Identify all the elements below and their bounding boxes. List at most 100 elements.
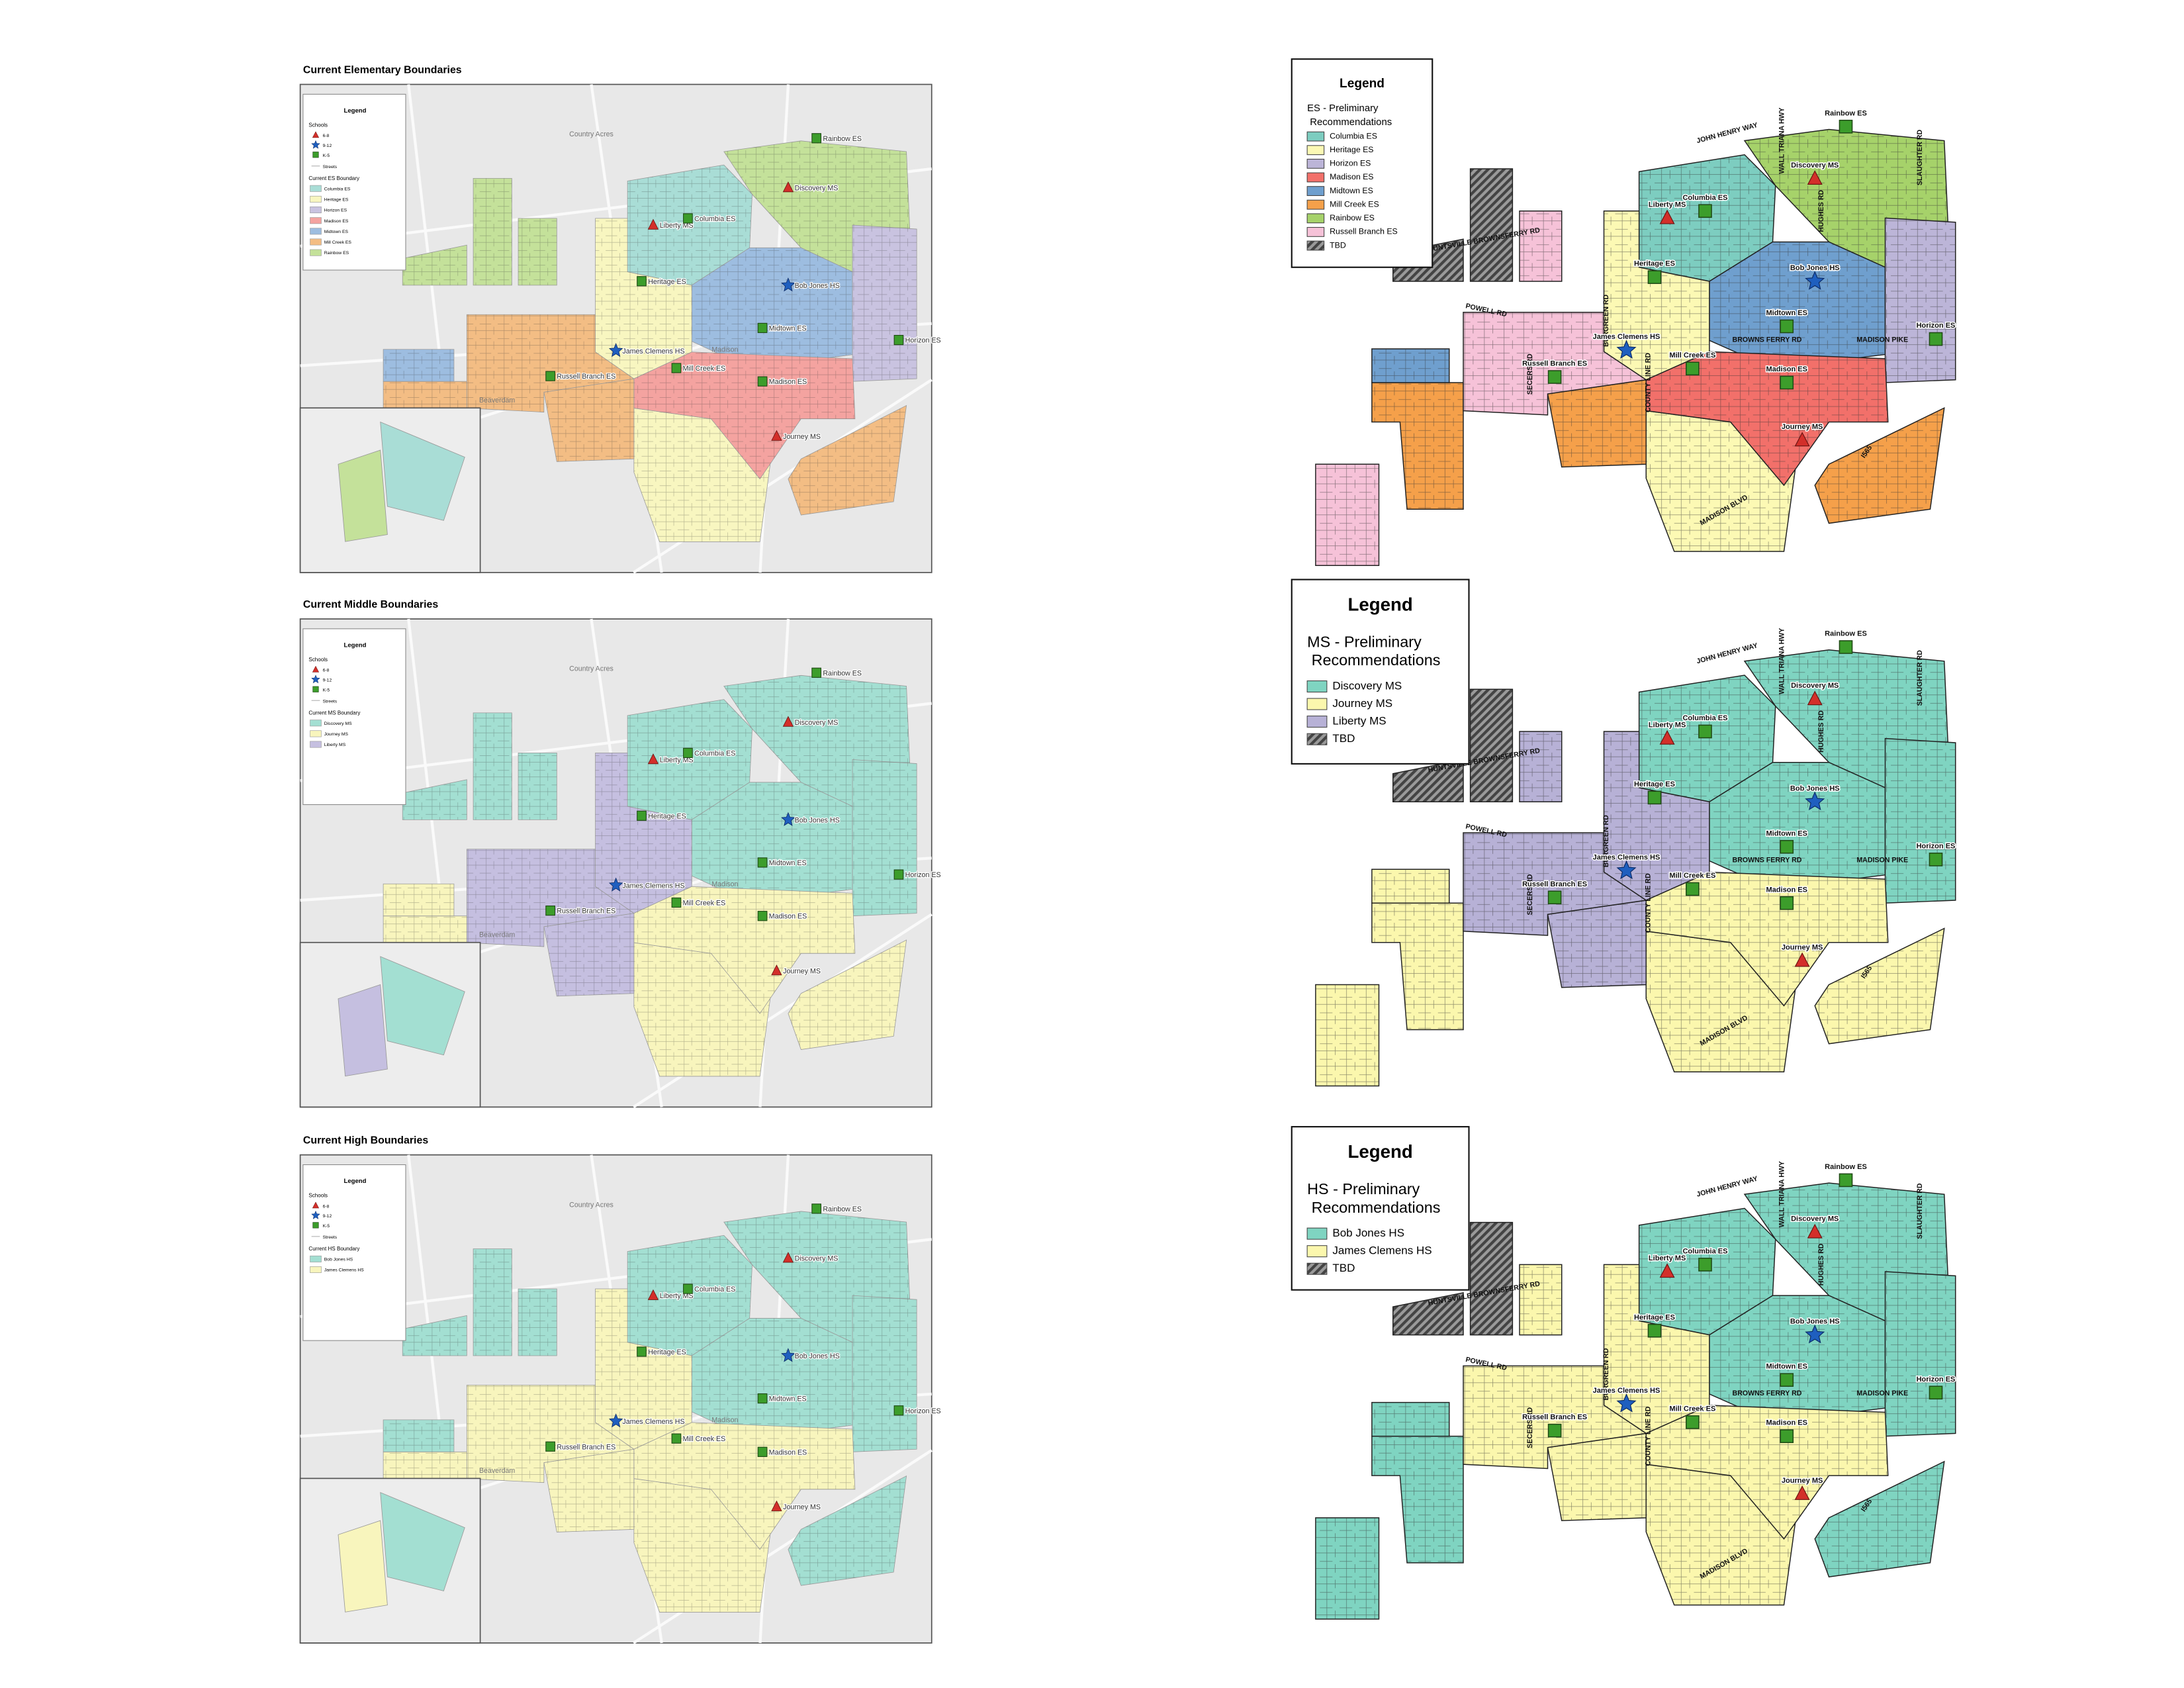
street-grid: [1371, 383, 1463, 510]
street-grid: [467, 849, 634, 947]
school-label: Madison ES: [1766, 886, 1807, 894]
legend-swatch: [1306, 716, 1328, 728]
legend-swatch: [310, 195, 322, 203]
school-marker-es: [1929, 332, 1943, 346]
school-marker-es: [1780, 1429, 1794, 1443]
legend-box: [302, 1164, 406, 1341]
legend-title: Legend: [344, 642, 367, 649]
street-grid: [1371, 869, 1449, 904]
road-label: HUGHES RD: [1817, 1243, 1825, 1286]
school-label: Madison ES: [769, 913, 807, 921]
legend-label: Streets: [323, 699, 338, 704]
street-grid: [383, 349, 454, 382]
legend-swatch: [310, 207, 322, 214]
street-grid: [1885, 218, 1956, 383]
school-marker-hs: [781, 1348, 796, 1362]
legend-swatch: [1306, 680, 1328, 693]
school-marker-es: [1839, 640, 1853, 654]
school-marker-ms: [1794, 1485, 1810, 1500]
legend-swatch: [310, 228, 322, 235]
school-marker-es: [637, 276, 647, 287]
school-marker-ms: [1807, 1223, 1823, 1239]
school-label: Midtown ES: [769, 1395, 807, 1403]
road-label: SLAUGHTER RD: [1916, 650, 1924, 706]
school-marker-es: [545, 371, 555, 381]
street-grid: [595, 1289, 692, 1450]
school-marker-es: [757, 322, 768, 334]
school-label: Journey MS: [783, 1503, 821, 1511]
school-marker-es: [1839, 119, 1853, 134]
school-marker-es: [1547, 890, 1562, 905]
school-label: Discovery MS: [795, 1254, 839, 1262]
legend-box: [1291, 579, 1470, 765]
school-label: Madison ES: [1766, 365, 1807, 373]
road-label: BURGREEN RD: [1602, 815, 1610, 867]
school-marker-es: [757, 376, 768, 387]
school-marker-es: [637, 810, 647, 821]
street-grid: [518, 753, 557, 820]
school-label: Midtown ES: [1766, 1363, 1807, 1371]
school-label: Bob Jones HS: [1790, 1318, 1840, 1326]
school-marker-es: [545, 1441, 555, 1452]
school-label: Midtown ES: [1766, 309, 1807, 317]
street-grid: [1520, 731, 1562, 802]
school-marker-hs: [1616, 860, 1637, 880]
school-label: Rainbow ES: [1825, 1163, 1867, 1171]
school-label: Bob Jones HS: [795, 1352, 840, 1360]
street-grid: [633, 1422, 855, 1550]
street-grid: [692, 248, 853, 369]
school-marker-es: [893, 869, 904, 880]
legend-swatch: [310, 185, 322, 192]
school-marker-es: [1647, 790, 1662, 805]
school-marker-es: [811, 667, 821, 678]
legend-heading: Current HS Boundary: [308, 1246, 360, 1252]
legend-title: Legend: [344, 107, 367, 115]
legend-title: Legend: [1348, 594, 1413, 614]
school-label: Rainbow ES: [823, 1205, 862, 1213]
school-label: Heritage ES: [648, 812, 686, 820]
street-grid: [1639, 1208, 1776, 1335]
school-marker-es: [1839, 1173, 1853, 1188]
legend-swatch: [1306, 158, 1325, 169]
street-grid: [383, 1419, 454, 1452]
school-marker-es: [1686, 361, 1700, 376]
school-marker-es: [1698, 724, 1712, 739]
legend-label: James Clemens HS: [324, 1268, 365, 1273]
school-label: Mill Creek ES: [683, 365, 726, 373]
street-grid: [1547, 900, 1647, 988]
legend-swatch: [310, 1266, 322, 1274]
legend-label: Streets: [323, 1235, 338, 1240]
street-grid: [852, 225, 917, 382]
school-marker-es: [1780, 1373, 1794, 1387]
school-label: James Clemens HS: [622, 882, 684, 890]
school-label: Midtown ES: [769, 324, 807, 332]
school-marker-hs: [781, 277, 796, 292]
legend-swatch: [1306, 1245, 1328, 1258]
school-label: Horizon ES: [1917, 322, 1956, 330]
inset-zone: [338, 449, 388, 542]
legend-label: Columbia ES: [1330, 131, 1377, 140]
boundary-zone: [1469, 1221, 1514, 1336]
legend-swatch: [1306, 698, 1328, 710]
street-grid: [852, 759, 917, 916]
school-marker-es: [1780, 375, 1794, 390]
street-grid: [1371, 1436, 1463, 1563]
school-marker-ms: [771, 430, 782, 441]
legend-swatch: [310, 249, 322, 256]
road-label: SECERS RD: [1526, 1407, 1534, 1448]
school-label: Discovery MS: [1791, 1215, 1839, 1223]
legend-swatch: [1306, 213, 1325, 224]
legend-swatch: [310, 720, 322, 727]
legend-label: Midtown ES: [324, 230, 349, 234]
school-marker-ms: [647, 218, 659, 230]
legend-label: Horizon ES: [1330, 159, 1371, 168]
street-grid: [1604, 211, 1709, 380]
street-grid: [1371, 903, 1463, 1030]
road-label: MADISON PIKE: [1856, 1389, 1908, 1397]
legend-label: Russell Branch ES: [1330, 227, 1398, 236]
legend-label: 9-12: [323, 1214, 332, 1219]
